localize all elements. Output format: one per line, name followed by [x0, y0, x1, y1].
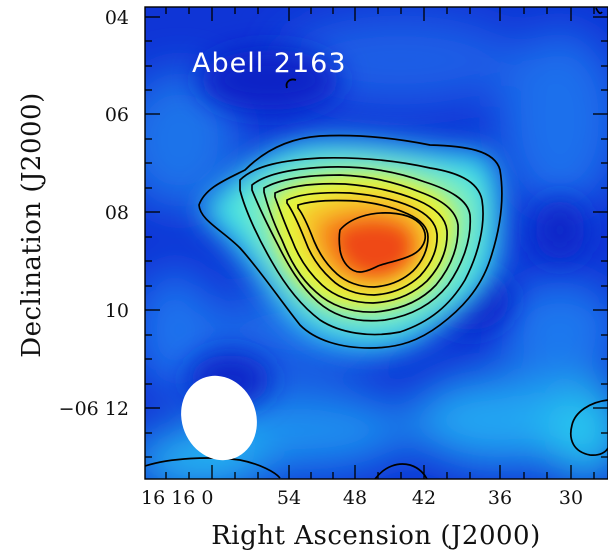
- y-tick-labels: 04 06 08 10 −06 12: [59, 7, 129, 420]
- contour-lines: [145, 7, 608, 479]
- x-tick-label: 30: [559, 487, 583, 509]
- plot-frame: [144, 6, 608, 480]
- x-tick-label: 16 16 0: [141, 487, 214, 509]
- x-tick-label: 42: [412, 487, 436, 509]
- x-tick-labels: 16 16 0 54 48 42 36 30: [141, 487, 583, 509]
- map-title: Abell 2163: [192, 48, 347, 79]
- x-tick-label: 36: [488, 487, 512, 509]
- y-tick-label: 10: [105, 300, 129, 322]
- x-tick-label: 54: [277, 487, 301, 509]
- y-tick-label: 04: [105, 7, 129, 29]
- y-tick-label: 06: [105, 104, 129, 126]
- y-tick-label: 08: [105, 202, 129, 224]
- beam-ellipse: [181, 375, 257, 461]
- y-axis-title: Declination (J2000): [17, 92, 47, 357]
- x-tick-label: 48: [343, 487, 367, 509]
- axis-ticks: [145, 7, 608, 479]
- y-tick-label: −06 12: [59, 398, 129, 420]
- x-axis-title: Right Ascension (J2000): [211, 521, 541, 551]
